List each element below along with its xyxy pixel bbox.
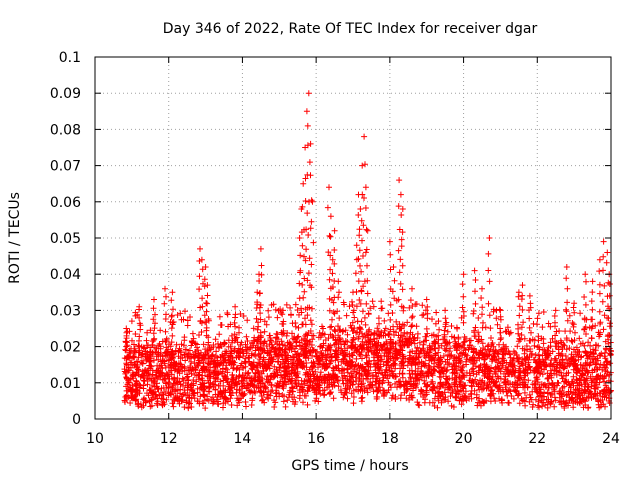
y-tick-label: 0: [72, 412, 81, 428]
y-tick-label: 0.08: [50, 122, 81, 138]
y-tick-label: 0.04: [50, 267, 81, 283]
x-tick-label: 10: [86, 431, 104, 447]
x-tick-label: 12: [160, 431, 178, 447]
x-tick-label: 14: [234, 431, 252, 447]
y-tick-label: 0.06: [50, 195, 81, 211]
y-tick-label: 0.03: [50, 303, 81, 319]
x-tick-label: 24: [602, 431, 620, 447]
x-tick-label: 18: [381, 431, 399, 447]
grid-lines: [95, 57, 611, 419]
axis-ticks: 10 12 14 16 18 20 22 24 0 0.01 0.02 0.03 0.04 0.05 0.0…: [50, 50, 620, 447]
roti-markers: [121, 90, 614, 412]
x-tick-label: 22: [528, 431, 546, 447]
y-tick-label: 0.01: [50, 376, 81, 392]
y-tick-label: 0.07: [50, 159, 81, 175]
chart-title: Day 346 of 2022, Rate Of TEC Index for r…: [163, 21, 538, 37]
y-tick-label: 0.1: [59, 50, 81, 66]
data-points: [121, 90, 614, 412]
x-tick-label: 16: [307, 431, 325, 447]
y-tick-label: 0.02: [50, 340, 81, 356]
x-tick-label: 20: [455, 431, 473, 447]
y-axis-label: ROTI / TECUs: [7, 192, 23, 284]
y-tick-label: 0.09: [50, 86, 81, 102]
x-axis-label: GPS time / hours: [291, 458, 408, 474]
y-tick-label: 0.05: [50, 231, 81, 247]
